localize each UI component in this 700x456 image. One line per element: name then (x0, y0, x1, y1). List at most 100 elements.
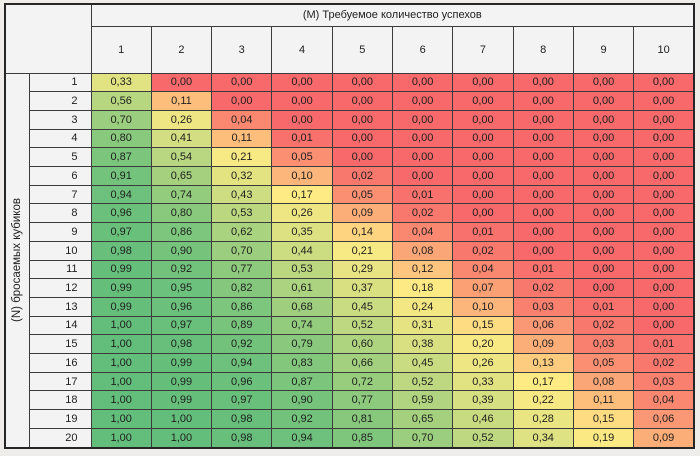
cell-n9-m9: 0,00 (572, 222, 635, 242)
cell-n13-m9: 0,01 (572, 296, 635, 317)
row-header-19: 19 (28, 409, 92, 429)
cell-n20-m2: 1,00 (150, 427, 213, 449)
cell-n14-m9: 0,02 (572, 315, 635, 336)
cell-n8-m1: 0,96 (90, 203, 152, 224)
cell-n17-m10: 0,03 (633, 371, 695, 392)
cell-n9-m3: 0,62 (211, 222, 273, 242)
cell-n12-m9: 0,00 (572, 278, 635, 298)
cell-n3-m7: 0,00 (452, 109, 514, 130)
cell-n12-m8: 0,02 (512, 278, 574, 298)
cell-n18-m8: 0,22 (512, 390, 574, 411)
row-header-16: 16 (28, 353, 92, 373)
cell-n12-m6: 0,18 (391, 278, 454, 298)
row-header-10: 10 (28, 240, 92, 261)
cell-n5-m9: 0,00 (572, 147, 635, 168)
cell-n4-m2: 0,41 (150, 128, 213, 149)
cell-n5-m3: 0,21 (211, 147, 273, 168)
cell-n11-m1: 0,99 (90, 259, 152, 280)
cell-n10-m8: 0,00 (512, 240, 574, 261)
cell-n11-m6: 0,12 (391, 259, 454, 280)
cell-n1-m10: 0,00 (633, 72, 695, 93)
cell-n20-m1: 1,00 (90, 427, 152, 449)
cell-n5-m1: 0,87 (90, 147, 152, 168)
cell-n13-m8: 0,03 (512, 296, 574, 317)
cell-n16-m2: 0,99 (150, 353, 213, 373)
cell-n15-m5: 0,60 (331, 334, 393, 355)
cell-n3-m8: 0,00 (512, 109, 574, 130)
cell-n11-m3: 0,77 (211, 259, 273, 280)
cell-n16-m5: 0,66 (331, 353, 393, 373)
cell-n19-m2: 1,00 (150, 409, 213, 429)
cell-n14-m3: 0,89 (211, 315, 273, 336)
cell-n2-m9: 0,00 (572, 91, 635, 111)
cell-n10-m2: 0,90 (150, 240, 213, 261)
cell-n10-m1: 0,98 (90, 240, 152, 261)
cell-n20-m10: 0,09 (633, 427, 695, 449)
cell-n17-m7: 0,33 (452, 371, 514, 392)
cell-n1-m1: 0,33 (90, 72, 152, 93)
row-header-8: 8 (28, 203, 92, 224)
cell-n11-m10: 0,00 (633, 259, 695, 280)
cell-n2-m6: 0,00 (391, 91, 454, 111)
cell-n13-m6: 0,24 (391, 296, 454, 317)
cell-n11-m4: 0,53 (271, 259, 333, 280)
cell-n13-m10: 0,00 (633, 296, 695, 317)
cell-n14-m1: 1,00 (90, 315, 152, 336)
cell-n9-m2: 0,86 (150, 222, 213, 242)
cell-n15-m7: 0,20 (452, 334, 514, 355)
row-header-7: 7 (28, 184, 92, 205)
cell-n8-m7: 0,00 (452, 203, 514, 224)
cell-n3-m2: 0,26 (150, 109, 213, 130)
cell-n6-m4: 0,10 (271, 166, 333, 186)
cell-n6-m10: 0,00 (633, 166, 695, 186)
cell-n14-m4: 0,74 (271, 315, 333, 336)
cell-n13-m2: 0,96 (150, 296, 213, 317)
cell-n17-m8: 0,17 (512, 371, 574, 392)
column-axis-title: (М) Требуемое количество успехов (90, 3, 695, 27)
cell-n10-m3: 0,70 (211, 240, 273, 261)
cell-n19-m1: 1,00 (90, 409, 152, 429)
cell-n4-m6: 0,00 (391, 128, 454, 149)
cell-n16-m3: 0,94 (211, 353, 273, 373)
cell-n7-m10: 0,00 (633, 184, 695, 205)
column-header-3: 3 (211, 25, 273, 74)
cell-n18-m3: 0,97 (211, 390, 273, 411)
cell-n6-m8: 0,00 (512, 166, 574, 186)
cell-n9-m8: 0,00 (512, 222, 574, 242)
cell-n15-m3: 0,92 (211, 334, 273, 355)
cell-n15-m10: 0,01 (633, 334, 695, 355)
cell-n18-m1: 1,00 (90, 390, 152, 411)
cell-n8-m2: 0,80 (150, 203, 213, 224)
cell-n8-m3: 0,53 (211, 203, 273, 224)
cell-n4-m4: 0,01 (271, 128, 333, 149)
cell-n5-m2: 0,54 (150, 147, 213, 168)
cell-n2-m5: 0,00 (331, 91, 393, 111)
column-header-6: 6 (391, 25, 454, 74)
cell-n1-m5: 0,00 (331, 72, 393, 93)
cell-n20-m7: 0,52 (452, 427, 514, 449)
cell-n20-m6: 0,70 (391, 427, 454, 449)
cell-n18-m6: 0,59 (391, 390, 454, 411)
cell-n15-m1: 1,00 (90, 334, 152, 355)
cell-n12-m10: 0,00 (633, 278, 695, 298)
cell-n3-m6: 0,00 (391, 109, 454, 130)
cell-n3-m5: 0,00 (331, 109, 393, 130)
cell-n6-m5: 0,02 (331, 166, 393, 186)
cell-n13-m7: 0,10 (452, 296, 514, 317)
cell-n4-m5: 0,00 (331, 128, 393, 149)
row-header-9: 9 (28, 222, 92, 242)
cell-n4-m9: 0,00 (572, 128, 635, 149)
cell-n17-m2: 0,99 (150, 371, 213, 392)
cell-n13-m3: 0,86 (211, 296, 273, 317)
cell-n6-m9: 0,00 (572, 166, 635, 186)
column-header-8: 8 (512, 25, 574, 74)
row-header-1: 1 (28, 72, 92, 93)
cell-n20-m8: 0,34 (512, 427, 574, 449)
cell-n1-m6: 0,00 (391, 72, 454, 93)
cell-n15-m6: 0,38 (391, 334, 454, 355)
cell-n14-m8: 0,06 (512, 315, 574, 336)
cell-n1-m2: 0,00 (150, 72, 213, 93)
cell-n17-m3: 0,96 (211, 371, 273, 392)
